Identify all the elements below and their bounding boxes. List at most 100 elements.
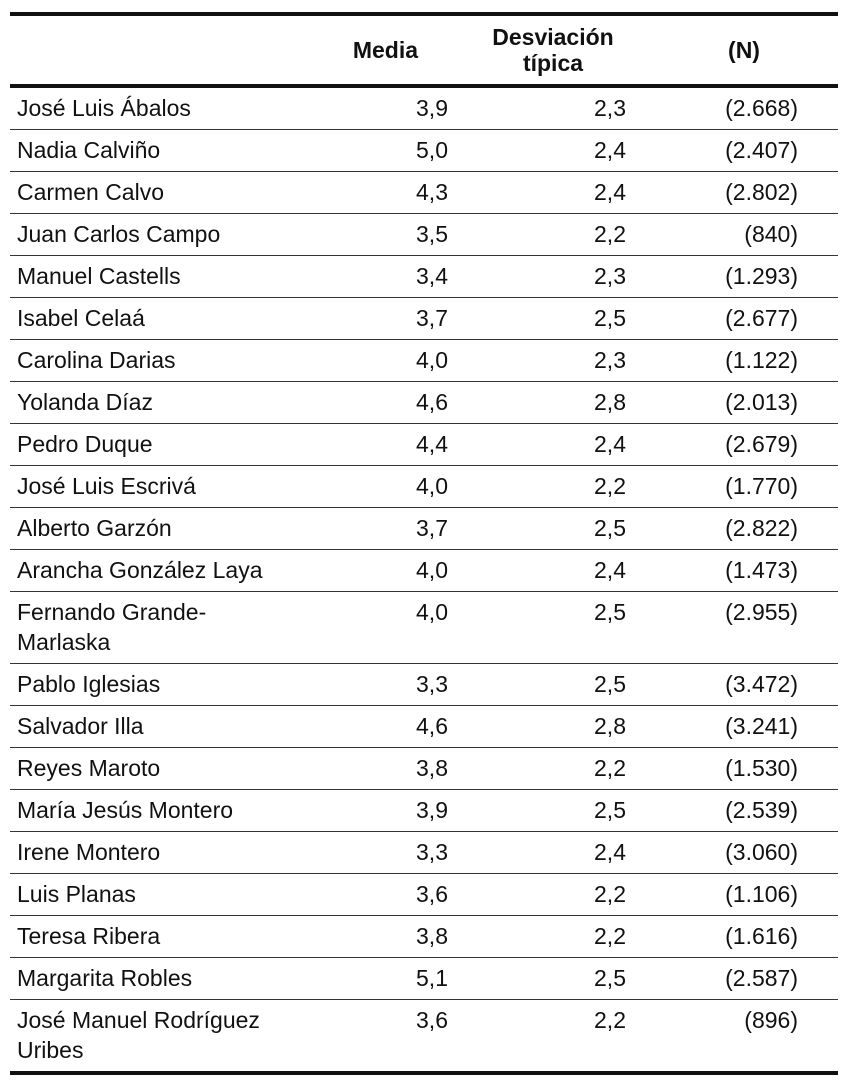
cell-name: Pedro Duque [10, 423, 310, 466]
cell-n: (3.472) [640, 663, 838, 706]
table-row: Teresa Ribera 3,8 2,2 (1.616) [10, 915, 838, 958]
header-row: Media Desviación típica (N) [10, 12, 838, 88]
cell-name: Reyes Maroto [10, 747, 310, 790]
cell-sd: 2,4 [460, 549, 640, 592]
cell-name-text: José Manuel Rodríguez Uribes [17, 1007, 260, 1063]
cell-n: (1.122) [640, 339, 838, 382]
cell-name: Luis Planas [10, 873, 310, 916]
cell-name: José Manuel Rodríguez Uribes [10, 999, 310, 1075]
cell-name: Irene Montero [10, 831, 310, 874]
table-row: Margarita Robles 5,1 2,5 (2.587) [10, 957, 838, 1000]
cell-sd: 2,2 [460, 465, 640, 508]
cell-name: Salvador Illa [10, 705, 310, 748]
table-row: Juan Carlos Campo 3,5 2,2 (840) [10, 213, 838, 256]
cell-n: (1.770) [640, 465, 838, 508]
cell-sd: 2,5 [460, 591, 640, 664]
cell-mean: 4,0 [310, 591, 460, 664]
cell-sd: 2,4 [460, 171, 640, 214]
header-mean: Media [310, 12, 460, 88]
cell-mean: 3,7 [310, 507, 460, 550]
cell-sd: 2,3 [460, 339, 640, 382]
cell-n: (840) [640, 213, 838, 256]
cell-mean: 4,0 [310, 549, 460, 592]
cell-name: Manuel Castells [10, 255, 310, 298]
cell-name: María Jesús Montero [10, 789, 310, 832]
cell-mean: 3,3 [310, 663, 460, 706]
cell-n: (2.802) [640, 171, 838, 214]
cell-n: (1.530) [640, 747, 838, 790]
cell-sd: 2,5 [460, 663, 640, 706]
cell-name: Margarita Robles [10, 957, 310, 1000]
cell-name: Juan Carlos Campo [10, 213, 310, 256]
cell-sd: 2,8 [460, 381, 640, 424]
cell-name: Isabel Celaá [10, 297, 310, 340]
cell-n: (2.587) [640, 957, 838, 1000]
cell-sd: 2,2 [460, 747, 640, 790]
cell-name: José Luis Escrivá [10, 465, 310, 508]
cell-mean: 4,6 [310, 381, 460, 424]
cell-mean: 3,6 [310, 999, 460, 1075]
cell-mean: 3,3 [310, 831, 460, 874]
table-row: Reyes Maroto 3,8 2,2 (1.530) [10, 747, 838, 790]
cell-mean: 4,4 [310, 423, 460, 466]
table-body: José Luis Ábalos 3,9 2,3 (2.668) Nadia Calv… [10, 86, 838, 1075]
cell-sd: 2,5 [460, 789, 640, 832]
cell-n: (2.955) [640, 591, 838, 664]
header-sd-label: Desviación típica [492, 24, 614, 76]
table-row: José Luis Ábalos 3,9 2,3 (2.668) [10, 86, 838, 130]
cell-sd: 2,2 [460, 873, 640, 916]
cell-name: Nadia Calviño [10, 129, 310, 172]
cell-name: Pablo Iglesias [10, 663, 310, 706]
table-header: Media Desviación típica (N) [10, 12, 838, 88]
table-row: Luis Planas 3,6 2,2 (1.106) [10, 873, 838, 916]
cell-mean: 3,9 [310, 86, 460, 130]
header-n: (N) [640, 12, 838, 88]
cell-sd: 2,2 [460, 213, 640, 256]
cell-n: (2.822) [640, 507, 838, 550]
cell-n: (2.668) [640, 86, 838, 130]
cell-name-text: Fernando Grande-Marlaska [17, 599, 207, 655]
cell-mean: 3,8 [310, 747, 460, 790]
cell-n: (3.241) [640, 705, 838, 748]
cell-sd: 2,4 [460, 831, 640, 874]
ratings-table: Media Desviación típica (N) José Luis Áb… [10, 12, 838, 1075]
cell-mean: 3,9 [310, 789, 460, 832]
header-sd: Desviación típica [460, 12, 640, 88]
cell-n: (1.106) [640, 873, 838, 916]
cell-mean: 4,3 [310, 171, 460, 214]
table-row: Yolanda Díaz 4,6 2,8 (2.013) [10, 381, 838, 424]
table-row: Pedro Duque 4,4 2,4 (2.679) [10, 423, 838, 466]
table-row: Pablo Iglesias 3,3 2,5 (3.472) [10, 663, 838, 706]
table-row: Manuel Castells 3,4 2,3 (1.293) [10, 255, 838, 298]
cell-n: (2.407) [640, 129, 838, 172]
cell-name: Arancha González Laya [10, 549, 310, 592]
cell-sd: 2,5 [460, 957, 640, 1000]
table-row: Nadia Calviño 5,0 2,4 (2.407) [10, 129, 838, 172]
table-row: José Manuel Rodríguez Uribes 3,6 2,2 (896) [10, 999, 838, 1075]
table-row: Arancha González Laya 4,0 2,4 (1.473) [10, 549, 838, 592]
cell-mean: 3,5 [310, 213, 460, 256]
ratings-table-container: Media Desviación típica (N) José Luis Áb… [10, 12, 838, 1075]
table-row: Irene Montero 3,3 2,4 (3.060) [10, 831, 838, 874]
cell-mean: 3,4 [310, 255, 460, 298]
cell-n: (1.473) [640, 549, 838, 592]
cell-n: (2.539) [640, 789, 838, 832]
cell-sd: 2,5 [460, 297, 640, 340]
cell-sd: 2,3 [460, 255, 640, 298]
table-row: José Luis Escrivá 4,0 2,2 (1.770) [10, 465, 838, 508]
cell-sd: 2,2 [460, 915, 640, 958]
cell-mean: 3,8 [310, 915, 460, 958]
cell-n: (2.013) [640, 381, 838, 424]
cell-mean: 3,7 [310, 297, 460, 340]
table-row: Carolina Darias 4,0 2,3 (1.122) [10, 339, 838, 382]
cell-name: Carmen Calvo [10, 171, 310, 214]
cell-n: (2.679) [640, 423, 838, 466]
table-row: Fernando Grande-Marlaska 4,0 2,5 (2.955) [10, 591, 838, 664]
cell-n: (896) [640, 999, 838, 1075]
table-row: Carmen Calvo 4,3 2,4 (2.802) [10, 171, 838, 214]
cell-sd: 2,2 [460, 999, 640, 1075]
cell-mean: 4,0 [310, 465, 460, 508]
table-row: Isabel Celaá 3,7 2,5 (2.677) [10, 297, 838, 340]
cell-name: Alberto Garzón [10, 507, 310, 550]
cell-name: Yolanda Díaz [10, 381, 310, 424]
